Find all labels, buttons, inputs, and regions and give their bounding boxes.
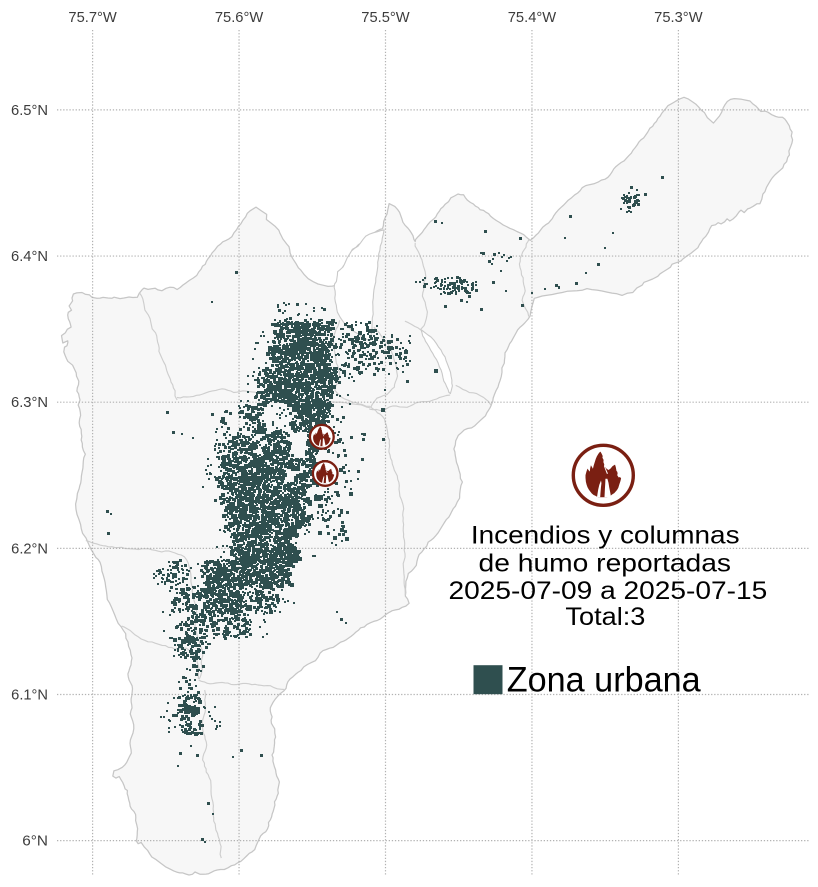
svg-text:Total:3: Total:3 [565, 604, 645, 631]
svg-text:75.7°W: 75.7°W [68, 10, 117, 26]
svg-text:6.1°N: 6.1°N [11, 688, 48, 704]
svg-text:6.3°N: 6.3°N [11, 395, 48, 411]
svg-text:6°N: 6°N [22, 834, 48, 850]
svg-text:6.2°N: 6.2°N [11, 541, 48, 557]
svg-text:75.3°W: 75.3°W [654, 10, 703, 26]
svg-text:75.6°W: 75.6°W [215, 10, 264, 26]
svg-text:75.4°W: 75.4°W [508, 10, 557, 26]
svg-text:6.4°N: 6.4°N [11, 249, 48, 265]
svg-text:Incendios y columnas: Incendios y columnas [471, 523, 740, 550]
svg-text:de humo reportadas: de humo reportadas [479, 551, 732, 578]
svg-text:75.5°W: 75.5°W [361, 10, 410, 26]
svg-text:Zona urbana: Zona urbana [507, 661, 701, 700]
svg-text:2025-07-09 a 2025-07-15: 2025-07-09 a 2025-07-15 [449, 578, 768, 605]
svg-text:6.5°N: 6.5°N [11, 103, 48, 119]
